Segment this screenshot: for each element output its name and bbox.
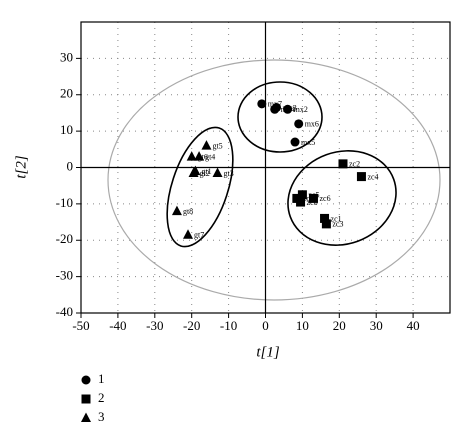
y-tick-label: 20: [60, 86, 73, 101]
point: [320, 213, 330, 223]
point: [296, 197, 306, 207]
point: [270, 104, 280, 114]
x-tick-label: -20: [183, 318, 200, 333]
x-tick-label: 20: [333, 318, 346, 333]
x-tick-label: -50: [72, 318, 89, 333]
y-tick-label: -30: [56, 268, 73, 283]
y-tick-label: 10: [60, 122, 73, 137]
point-label: gt5: [212, 142, 222, 151]
legend-label: 2: [98, 390, 105, 405]
point: [294, 119, 304, 129]
point: [308, 193, 318, 203]
legend-marker: [81, 375, 91, 385]
point: [257, 99, 267, 109]
point-label: gt3: [224, 169, 234, 178]
point-label: zc7: [303, 194, 314, 203]
legend-marker: [81, 394, 91, 404]
point-label: gt4: [205, 152, 215, 161]
y-axis-label: t[2]: [13, 155, 29, 179]
point: [171, 205, 182, 216]
point-label: zc6: [319, 194, 330, 203]
x-tick-label: 10: [296, 318, 309, 333]
point-label: mx2: [294, 105, 308, 114]
group-ellipse: [237, 81, 323, 153]
x-tick-label: 30: [370, 318, 383, 333]
x-axis-label: t[1]: [256, 344, 280, 360]
point-label: gt6: [198, 152, 208, 161]
x-tick-label: -40: [109, 318, 126, 333]
point: [183, 229, 194, 239]
legend-label: 1: [98, 371, 105, 386]
point-label: mx6: [305, 120, 319, 129]
point: [186, 151, 197, 161]
x-tick-label: 40: [407, 318, 420, 333]
y-tick-label: -20: [56, 231, 73, 246]
legend-marker: [81, 412, 91, 422]
x-tick-label: -30: [146, 318, 163, 333]
point: [321, 219, 331, 229]
group-ellipse: [166, 126, 234, 248]
point: [356, 172, 366, 182]
point-label: mx5: [301, 138, 315, 147]
x-tick-label: -10: [220, 318, 237, 333]
point-label: gt1: [201, 167, 211, 176]
point-label: zc4: [367, 172, 378, 181]
point-label: gt7: [194, 231, 204, 240]
point-label: gt8: [183, 207, 193, 216]
point-label: zc1: [331, 214, 342, 223]
y-tick-label: -40: [56, 304, 73, 319]
y-tick-label: -10: [56, 195, 73, 210]
point-label: gt2: [200, 169, 210, 178]
x-tick-label: 0: [262, 318, 269, 333]
point: [283, 104, 293, 114]
outer-ellipse: [107, 59, 441, 301]
y-tick-label: 0: [67, 158, 74, 173]
point-label: zc2: [349, 160, 360, 169]
point-label: zc8: [307, 198, 318, 207]
point-label: zc3: [332, 220, 343, 229]
point: [290, 137, 300, 147]
group-ellipse: [287, 150, 397, 246]
point: [338, 159, 348, 169]
y-tick-label: 30: [60, 49, 73, 64]
point: [297, 190, 307, 200]
point: [212, 167, 223, 177]
point: [188, 167, 199, 177]
ellipses: [107, 59, 441, 301]
point: [194, 151, 205, 161]
legend-label: 3: [98, 409, 105, 424]
point: [201, 140, 212, 150]
